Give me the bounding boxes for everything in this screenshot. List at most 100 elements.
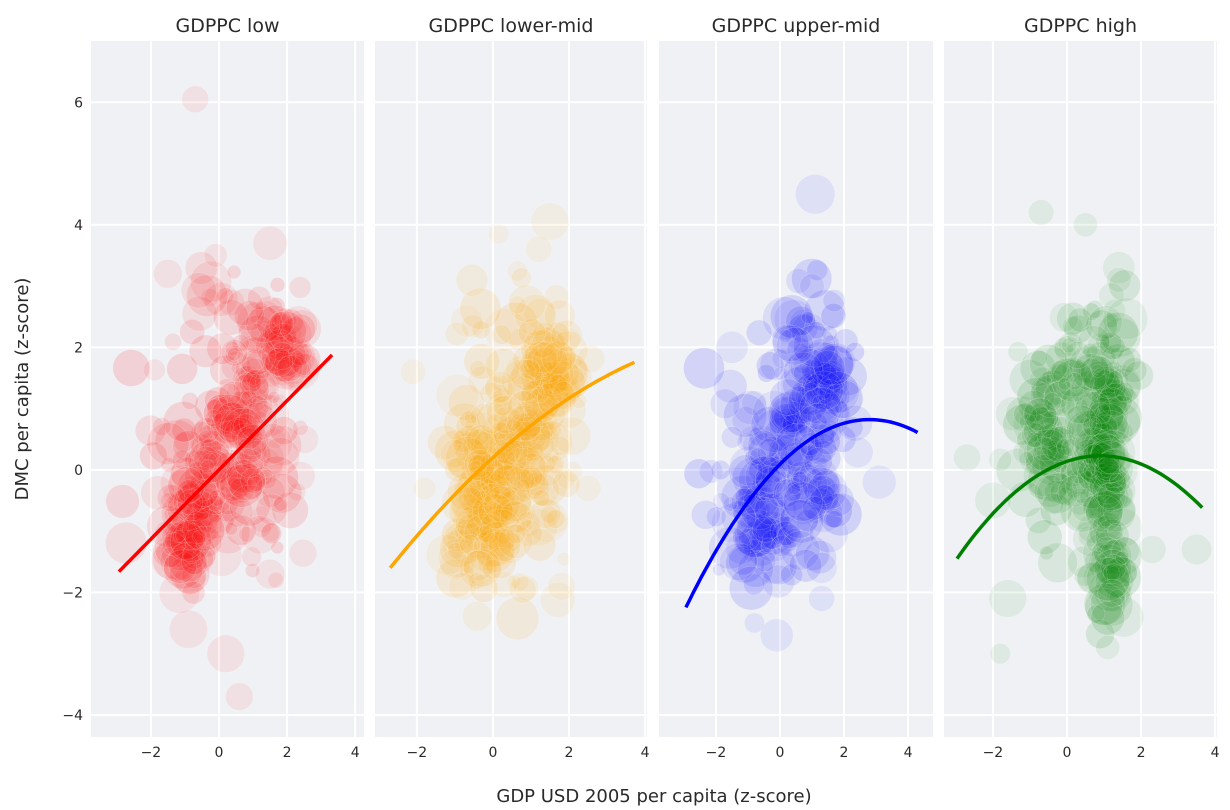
bubble-point	[255, 493, 288, 526]
bubble-point	[486, 394, 525, 434]
bubble-point	[1068, 460, 1087, 478]
bubble-point	[1082, 416, 1102, 437]
bubble-point	[213, 430, 236, 452]
bubble-point	[226, 462, 256, 492]
bubble-point	[798, 456, 839, 497]
bubble-point	[205, 509, 250, 555]
bubble-point	[823, 508, 844, 529]
bubble-point	[515, 487, 532, 504]
bubble-point	[821, 389, 839, 407]
bubble-point	[796, 380, 841, 425]
bubble-point	[1093, 368, 1125, 400]
bubble-point	[477, 515, 507, 545]
bubble-point	[471, 428, 489, 447]
bubble-point	[524, 474, 550, 500]
bubble-point	[448, 384, 485, 421]
bubble-point	[184, 522, 206, 545]
x-tick-label: 0	[488, 745, 497, 761]
bubble-point	[164, 520, 205, 561]
bubble-point	[1094, 428, 1121, 455]
bubble-point	[549, 352, 589, 393]
bubble-point	[269, 323, 298, 351]
bubble-point	[152, 538, 196, 582]
x-tick-label: −2	[706, 745, 727, 761]
bubble-point	[492, 395, 514, 417]
bubble-point	[283, 315, 309, 340]
bubble-point	[1091, 458, 1106, 473]
bubble-point	[720, 475, 766, 520]
bubble-point	[1026, 519, 1063, 555]
bubble-point	[548, 374, 568, 394]
bubble-point	[813, 472, 843, 502]
bubble-point	[483, 485, 521, 523]
bubble-point	[523, 528, 557, 562]
bubble-point	[469, 430, 495, 456]
bubble-point	[261, 522, 281, 543]
bubble-point	[484, 374, 514, 404]
bubble-point	[457, 515, 503, 560]
bubble-point	[284, 348, 305, 369]
bubble-point	[254, 295, 284, 325]
bubble-point	[264, 324, 298, 358]
bubble-point	[505, 523, 526, 544]
bubble-point	[518, 350, 549, 381]
bubble-point	[271, 356, 298, 383]
bubble-point	[502, 446, 547, 490]
bubble-point	[518, 518, 533, 533]
bubble-point	[224, 477, 249, 502]
bubble-point	[489, 420, 510, 441]
bubble-point	[454, 534, 474, 555]
bubble-point	[181, 548, 208, 575]
bubble-point	[504, 439, 529, 464]
bubble-point	[444, 522, 465, 543]
bubble-point	[519, 465, 543, 489]
bubble-point	[989, 643, 1011, 665]
x-tick-label: 4	[904, 745, 913, 761]
bubble-point	[204, 409, 223, 428]
bubble-point	[112, 349, 150, 387]
bubble-point	[793, 362, 815, 385]
bubble-point	[237, 336, 277, 376]
bubble-point	[259, 329, 285, 355]
bubble-point	[1085, 341, 1116, 372]
bubble-point	[1072, 353, 1110, 392]
bubble-point	[1033, 426, 1070, 463]
bubble-point	[1044, 341, 1078, 375]
bubble-point	[501, 487, 532, 518]
bubble-point	[512, 466, 546, 501]
bubble-point	[219, 463, 264, 508]
bubble-point	[1023, 397, 1057, 432]
bubble-point	[862, 465, 897, 500]
bubble-point	[193, 490, 238, 535]
bubble-point	[154, 520, 177, 543]
bubble-point	[218, 380, 251, 414]
bubble-point	[1033, 437, 1058, 462]
bubble-point	[181, 392, 199, 410]
bubble-point	[524, 442, 545, 462]
bubble-point	[452, 500, 491, 538]
bubble-point	[1083, 463, 1099, 479]
bubble-point	[227, 264, 242, 279]
bubble-point	[269, 277, 286, 293]
bubble-point	[552, 416, 592, 456]
bubble-point	[478, 528, 492, 542]
bubble-point	[467, 365, 498, 396]
bubble-point	[1097, 482, 1127, 512]
bubble-point	[529, 361, 560, 392]
x-tick-label: 2	[1137, 745, 1146, 761]
bubble-point	[818, 385, 832, 400]
bubble-point	[260, 522, 282, 545]
bubble-point	[1058, 397, 1075, 415]
bubble-point	[479, 469, 503, 493]
bubble-point	[807, 506, 825, 524]
bubble-point	[782, 468, 812, 497]
bubble-point	[215, 465, 252, 502]
bubble-point	[552, 469, 581, 498]
bubble-point	[531, 327, 567, 362]
bubble-point	[463, 343, 500, 380]
bubble-point	[1074, 385, 1109, 420]
bubble-point	[479, 523, 493, 537]
bubble-point	[1087, 490, 1124, 527]
bubble-point	[1087, 391, 1129, 434]
bubble-point	[237, 365, 256, 384]
